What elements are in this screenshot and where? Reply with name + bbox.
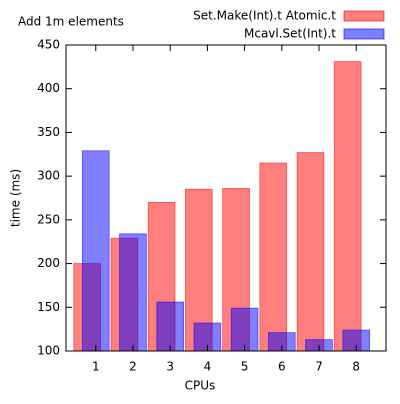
x-tick-label: 4 xyxy=(204,360,212,374)
y-tick-label: 400 xyxy=(37,81,60,95)
y-tick-label: 200 xyxy=(37,256,60,270)
y-tick-label: 250 xyxy=(37,212,60,226)
bar xyxy=(333,61,362,352)
y-tick-label: 350 xyxy=(37,125,60,139)
bar xyxy=(119,233,147,352)
bar xyxy=(230,307,259,352)
x-tick-label: 1 xyxy=(92,360,100,374)
legend-swatch xyxy=(343,28,385,40)
bar xyxy=(81,150,110,352)
legend-label: Mcavl.Set(Int).t xyxy=(244,27,336,41)
bar xyxy=(156,301,184,352)
y-axis-label: time (ms) xyxy=(9,169,23,227)
legend-label: Set.Make(Int).t Atomic.t xyxy=(193,9,336,23)
y-tick-label: 100 xyxy=(37,344,60,358)
x-tick-label: 8 xyxy=(352,360,360,374)
y-tick-label: 150 xyxy=(37,300,60,314)
x-tick-label: 3 xyxy=(166,360,174,374)
y-tick-label: 450 xyxy=(37,38,60,52)
chart-title: Add 1m elements xyxy=(18,15,124,29)
plot-frame xyxy=(65,44,387,352)
bar xyxy=(259,162,288,352)
y-tick-label: 300 xyxy=(37,169,60,183)
x-tick-label: 6 xyxy=(278,360,286,374)
x-tick-label: 7 xyxy=(315,360,323,374)
bar xyxy=(296,152,325,352)
x-tick-label: 2 xyxy=(129,360,137,374)
legend-swatch xyxy=(343,10,385,22)
x-axis-label: CPUs xyxy=(185,379,216,393)
x-tick-label: 5 xyxy=(241,360,249,374)
